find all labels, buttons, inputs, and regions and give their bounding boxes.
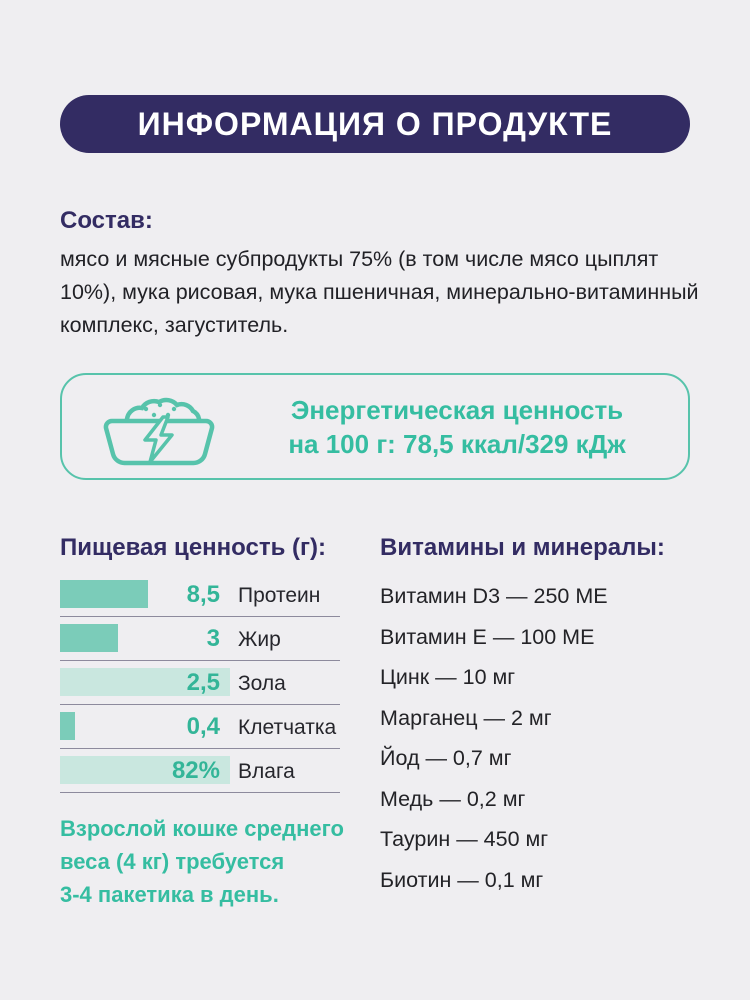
- vitamin-item: Цинк — 10 мг: [380, 665, 516, 689]
- vitamins-list: Витамин D3 — 250 МЕ Витамин Е — 100 МЕ Ц…: [380, 576, 710, 900]
- vitamin-item: Марганец — 2 мг: [380, 705, 552, 730]
- vitamin-item: Медь — 0,2 мг: [380, 786, 526, 811]
- nutrition-table: 8,5 Протеин 3 Жир 2,5 Зола 0,4 Клетчатка…: [60, 573, 340, 793]
- feeding-note: Взрослой кошке среднего веса (4 кг) треб…: [60, 812, 344, 911]
- header-banner: ИНФОРМАЦИЯ О ПРОДУКТЕ: [60, 95, 690, 153]
- nutrition-value: 8,5: [186, 581, 220, 608]
- pet-bowl-lightning-icon: [103, 397, 215, 466]
- nutrition-row-ash: 2,5 Зола: [60, 661, 340, 705]
- energy-value-box: Энергетическая ценность на 100 г: 78,5 к…: [60, 373, 690, 480]
- nutrition-label: Влага: [238, 760, 295, 783]
- composition-text: мясо и мясные субпродукты 75% (в том чис…: [60, 247, 699, 337]
- nutrition-bar: [60, 756, 230, 784]
- composition-heading: Состав:: [60, 207, 153, 234]
- nutrition-row-protein: 8,5 Протеин: [60, 573, 340, 617]
- energy-line2: на 100 г: 78,5 ккал/329 кДж: [288, 428, 626, 459]
- nutrition-bar: [60, 580, 148, 608]
- nutrition-bar: [60, 624, 118, 652]
- vitamin-item: Биотин — 0,1 мг: [380, 867, 544, 892]
- nutrition-bar: [60, 668, 230, 696]
- nutrition-label: Зола: [238, 672, 286, 695]
- page-title: ИНФОРМАЦИЯ О ПРОДУКТЕ: [137, 105, 613, 142]
- nutrition-bar: [60, 712, 75, 740]
- nutrition-row-fat: 3 Жир: [60, 617, 340, 661]
- nutrition-value: 82%: [171, 757, 220, 784]
- nutrition-label: Клетчатка: [238, 716, 337, 739]
- feeding-note-line: веса (4 кг) требуется: [60, 849, 285, 874]
- nutrition-label: Жир: [238, 628, 281, 651]
- vitamin-item: Таурин — 450 мг: [380, 827, 549, 851]
- nutrition-value: 0,4: [186, 713, 220, 740]
- vitamin-item: Витамин Е — 100 МЕ: [380, 624, 595, 649]
- nutrition-value: 2,5: [186, 669, 220, 696]
- energy-value-text: Энергетическая ценность на 100 г: 78,5 к…: [232, 375, 682, 478]
- feeding-note-line: Взрослой кошке среднего: [60, 816, 344, 841]
- energy-line1: Энергетическая ценность: [290, 394, 624, 425]
- feeding-note-line: 3-4 пакетика в день.: [60, 882, 279, 907]
- nutrition-value: 3: [206, 625, 220, 652]
- vitamin-item: Йод — 0,7 мг: [380, 746, 512, 770]
- vitamins-heading: Витамины и минералы:: [380, 534, 665, 561]
- nutrition-label: Протеин: [238, 584, 321, 607]
- nutrition-heading: Пищевая ценность (г):: [60, 534, 326, 561]
- nutrition-row-fiber: 0,4 Клетчатка: [60, 705, 340, 749]
- nutrition-row-moisture: 82% Влага: [60, 749, 340, 793]
- vitamin-item: Витамин D3 — 250 МЕ: [380, 584, 608, 608]
